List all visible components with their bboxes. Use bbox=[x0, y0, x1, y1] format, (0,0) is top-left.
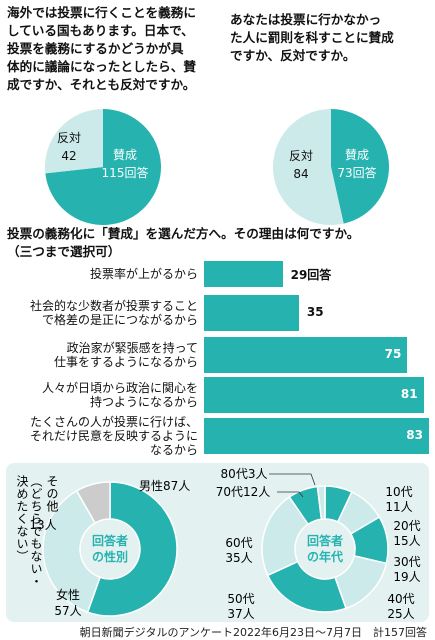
donut-slice bbox=[86, 481, 178, 617]
leader-line bbox=[277, 491, 304, 498]
leader-line bbox=[269, 473, 316, 486]
question-3: 投票の義務化に「賛成」を選んだ方へ。その理由は何ですか。 （三つまで選択可） bbox=[7, 225, 359, 261]
question-3-line: （三つまで選択可） bbox=[7, 244, 121, 259]
svg-text:その他: その他 bbox=[45, 475, 59, 513]
source-note: 朝日新聞デジタルのアンケート2022年6月23日〜7月7日 計157回答 bbox=[79, 626, 427, 639]
question-1-line: 投票を義務にするかどうかが具 bbox=[7, 41, 184, 56]
donut-center-label: 回答者の性別 bbox=[92, 533, 128, 564]
pie-label-oppose: 反対 84 bbox=[289, 149, 313, 181]
donut-label-10代: 10代 11人 bbox=[385, 485, 412, 514]
bar-category-label: 人々が日頃から政治に関心を 持つようになるから bbox=[41, 381, 198, 409]
question-2-line: あなたは投票に行かなかっ bbox=[230, 12, 382, 27]
pie-slice-oppose bbox=[44, 109, 103, 174]
question-1-line: 体的に議論になったとしたら、賛 bbox=[7, 59, 196, 74]
question-2-line: ですか、反対ですか。 bbox=[230, 48, 356, 63]
bar bbox=[204, 295, 299, 331]
bar-category-label: たくさんの人が投票に行けば、 それだけ民意を反映するように なるから bbox=[29, 415, 198, 457]
bar bbox=[204, 418, 429, 454]
donut-label-60代: 60代 35人 bbox=[225, 536, 252, 565]
pie-slice-agree bbox=[331, 109, 390, 224]
bar-value-label: 83 bbox=[406, 428, 423, 442]
pie-slice-oppose bbox=[273, 109, 344, 225]
donut-slice bbox=[75, 481, 111, 524]
donut-label-40代: 40代 25人 bbox=[387, 592, 414, 621]
donut-label-other: その他（どちらでもない・決めたくない） 13人 bbox=[15, 475, 59, 588]
question-1-line: 海外では投票に行くことを義務に bbox=[7, 5, 196, 20]
bar-value-label: 29回答 bbox=[290, 268, 332, 282]
donut-label-male: 男性87人 bbox=[139, 479, 190, 493]
question-2-line: た人に罰則を科すことに賛成 bbox=[230, 30, 394, 45]
svg-text:13人: 13人 bbox=[29, 518, 56, 532]
question-1-line: している国もあります。日本で、 bbox=[7, 23, 194, 38]
bar-value-label: 75 bbox=[384, 347, 402, 361]
donut-label-80代: 80代3人 bbox=[221, 467, 268, 481]
donut-label-30代: 30代 19人 bbox=[393, 555, 420, 584]
question-3-line: 投票の義務化に「賛成」を選んだ方へ。その理由は何ですか。 bbox=[7, 226, 360, 241]
question-1-line: 成ですか、それとも反対ですか。 bbox=[7, 77, 196, 92]
donut-label-70代: 70代12人 bbox=[216, 485, 271, 499]
bar bbox=[204, 337, 408, 373]
bar-category-label: 投票率が上がるから bbox=[89, 267, 198, 281]
donut-label-50代: 50代 37人 bbox=[227, 592, 254, 621]
bar bbox=[204, 377, 424, 413]
donut-label-20代: 20代 15人 bbox=[393, 519, 420, 548]
svg-text:（どちらでもない・: （どちらでもない・ bbox=[29, 475, 43, 588]
svg-text:決めたくない）: 決めたくない） bbox=[15, 475, 29, 563]
pie-label-oppose: 反対 42 bbox=[57, 131, 81, 163]
donut-center-label: 回答者の年代 bbox=[307, 533, 343, 564]
question-2: あなたは投票に行かなかっ た人に罰則を科すことに賛成 ですか、反対ですか。 bbox=[230, 11, 394, 65]
donut-slice bbox=[42, 489, 101, 614]
donut-chart-age: 回答者の年代 10代 11人 20代 15人 30代 19人 40代 25人 50代 37人 60代 3… bbox=[216, 467, 421, 621]
bar-value-label: 81 bbox=[400, 387, 418, 401]
donut-slice bbox=[316, 485, 326, 521]
donut-slice bbox=[266, 560, 347, 613]
bar bbox=[204, 261, 283, 287]
pie-label-agree: 賛成 115回答 bbox=[102, 148, 149, 180]
bar-value-label: 35 bbox=[306, 305, 324, 319]
bar-category-label: 社会的な少数者が投票すること で格差の是正につながるから bbox=[29, 299, 198, 327]
bar-category-label: 政治家が緊張感を持って 仕事をするようになるから bbox=[53, 341, 198, 369]
pie-label-agree: 賛成 73回答 bbox=[337, 148, 376, 180]
donut-label-female: 女性 57人 bbox=[54, 587, 81, 618]
pie-slice-agree bbox=[45, 109, 161, 225]
question-1: 海外では投票に行くことを義務に している国もあります。日本で、 投票を義務にする… bbox=[7, 4, 196, 94]
